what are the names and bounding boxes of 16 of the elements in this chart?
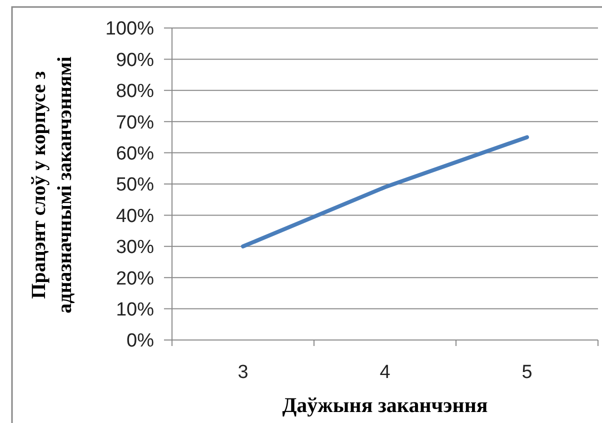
x-tick-label: 5: [522, 362, 532, 383]
y-tick-label: 10%: [116, 299, 154, 320]
y-tick-label: 60%: [116, 143, 154, 164]
y-axis-title: Працэнт слоў у корпусе з адназначнымі заканчэннямі: [28, 56, 76, 314]
y-tick-label: 100%: [105, 18, 154, 40]
y-tick-label: 30%: [116, 237, 154, 258]
y-tick-label: 80%: [116, 81, 154, 102]
y-tick-label: 50%: [116, 174, 154, 196]
y-tick-label: 90%: [116, 50, 154, 71]
y-tick-label: 20%: [116, 268, 154, 290]
y-tick-label: 0%: [126, 330, 154, 352]
y-tick-label: 40%: [116, 206, 154, 227]
x-tick-label: 3: [238, 362, 248, 383]
x-tick-label: 4: [380, 362, 391, 383]
x-axis-title: Даўжыня заканчэння: [282, 393, 488, 417]
y-tick-label: 70%: [116, 112, 154, 134]
